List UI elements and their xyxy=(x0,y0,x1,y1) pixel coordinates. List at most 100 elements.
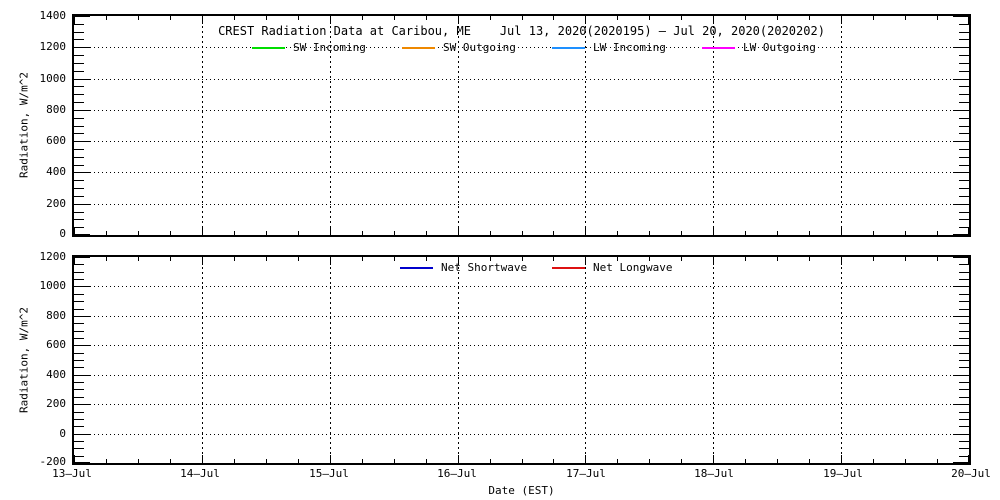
y-tick-label: 1200 xyxy=(39,250,67,263)
x-gridline xyxy=(713,257,714,463)
y-minor-tick-right xyxy=(959,389,969,390)
x-minor-tick-bottom xyxy=(873,459,874,463)
x-minor-tick-top xyxy=(745,257,746,261)
y-minor-tick-left xyxy=(74,86,84,87)
y-minor-tick-left xyxy=(74,227,84,228)
x-minor-tick-top xyxy=(777,16,778,20)
x-gridline xyxy=(585,16,586,235)
y-minor-tick-right xyxy=(959,272,969,273)
x-minor-tick-bottom xyxy=(649,459,650,463)
y-minor-tick-right xyxy=(959,441,969,442)
x-major-tick-bottom xyxy=(458,455,459,463)
y-gridline xyxy=(74,404,969,405)
y-minor-tick-right xyxy=(959,338,969,339)
y-tick-label: 400 xyxy=(46,368,66,381)
x-minor-tick-top xyxy=(617,257,618,261)
y-minor-tick-right xyxy=(959,118,969,119)
x-tick-label: 16–Jul xyxy=(437,467,477,480)
y-minor-tick-left xyxy=(74,102,84,103)
y-minor-tick-right xyxy=(959,126,969,127)
x-minor-tick-bottom xyxy=(681,231,682,235)
legend-label: SW Incoming xyxy=(293,41,366,54)
x-minor-tick-bottom xyxy=(234,459,235,463)
x-minor-tick-bottom xyxy=(138,459,139,463)
x-minor-tick-bottom xyxy=(745,459,746,463)
x-minor-tick-bottom xyxy=(937,231,938,235)
y-minor-tick-left xyxy=(74,441,84,442)
x-minor-tick-top xyxy=(426,16,427,20)
x-major-tick-top xyxy=(585,16,586,24)
x-major-tick-bottom xyxy=(968,455,969,463)
y-minor-tick-left xyxy=(74,419,84,420)
y-gridline xyxy=(74,79,969,80)
y-minor-tick-right xyxy=(959,63,969,64)
y-minor-tick-right xyxy=(959,55,969,56)
x-minor-tick-top xyxy=(490,257,491,261)
x-minor-tick-top xyxy=(170,257,171,261)
y-minor-tick-left xyxy=(74,331,84,332)
x-gridline xyxy=(713,16,714,235)
y-major-tick-left xyxy=(74,316,90,317)
panel-0: SW Incoming SW Outgoing LW Incoming LW Outg… xyxy=(72,14,971,237)
x-minor-tick-bottom xyxy=(905,231,906,235)
y-gridline xyxy=(74,47,969,48)
x-major-tick-bottom xyxy=(74,455,75,463)
y-major-tick-left xyxy=(74,16,90,17)
x-major-tick-bottom xyxy=(330,455,331,463)
y-tick-label: 0 xyxy=(59,427,66,440)
x-minor-tick-top xyxy=(617,16,618,20)
y-tick-label: 400 xyxy=(46,165,66,178)
x-gridline xyxy=(330,16,331,235)
x-gridline xyxy=(202,16,203,235)
x-gridline xyxy=(458,16,459,235)
x-minor-tick-bottom xyxy=(809,231,810,235)
y-minor-tick-right xyxy=(959,133,969,134)
x-major-tick-top xyxy=(458,16,459,24)
x-minor-tick-top xyxy=(553,257,554,261)
x-minor-tick-top xyxy=(681,257,682,261)
y-minor-tick-left xyxy=(74,264,84,265)
x-minor-tick-bottom xyxy=(234,231,235,235)
y-tick-label: 1400 xyxy=(39,9,67,22)
chart-title: CREST Radiation Data at Caribou, ME Jul … xyxy=(218,24,825,38)
y-minor-tick-right xyxy=(959,456,969,457)
y-major-tick-left xyxy=(74,375,90,376)
y-major-tick-left xyxy=(74,286,90,287)
x-minor-tick-bottom xyxy=(266,231,267,235)
y-minor-tick-left xyxy=(74,360,84,361)
legend-line-swatch xyxy=(552,267,585,269)
y-minor-tick-right xyxy=(959,188,969,189)
x-minor-tick-bottom xyxy=(777,459,778,463)
y-minor-tick-left xyxy=(74,301,84,302)
legend-label: Net Shortwave xyxy=(441,261,528,274)
x-major-tick-bottom xyxy=(585,227,586,235)
x-minor-tick-top xyxy=(394,257,395,261)
x-minor-tick-bottom xyxy=(490,459,491,463)
legend-item: LW Incoming xyxy=(552,42,666,54)
y-minor-tick-left xyxy=(74,272,84,273)
x-minor-tick-top xyxy=(266,16,267,20)
y-minor-tick-left xyxy=(74,71,84,72)
y-tick-label: 200 xyxy=(46,197,66,210)
legend-item: LW Outgoing xyxy=(702,42,816,54)
x-major-tick-bottom xyxy=(841,227,842,235)
y-major-tick-left xyxy=(74,141,90,142)
x-minor-tick-top xyxy=(170,16,171,20)
x-minor-tick-top xyxy=(234,257,235,261)
y-minor-tick-left xyxy=(74,157,84,158)
y-major-tick-left xyxy=(74,434,90,435)
y-minor-tick-right xyxy=(959,165,969,166)
legend-label: SW Outgoing xyxy=(443,41,516,54)
x-minor-tick-top xyxy=(106,257,107,261)
x-minor-tick-bottom xyxy=(937,459,938,463)
x-minor-tick-bottom xyxy=(522,231,523,235)
y-minor-tick-right xyxy=(959,32,969,33)
x-major-tick-top xyxy=(968,16,969,24)
x-minor-tick-top xyxy=(522,16,523,20)
y-minor-tick-right xyxy=(959,180,969,181)
x-minor-tick-top xyxy=(490,16,491,20)
x-minor-tick-bottom xyxy=(873,231,874,235)
x-tick-label: 13–Jul xyxy=(52,467,92,480)
x-major-tick-top xyxy=(74,257,75,265)
y-major-tick-right xyxy=(953,434,969,435)
